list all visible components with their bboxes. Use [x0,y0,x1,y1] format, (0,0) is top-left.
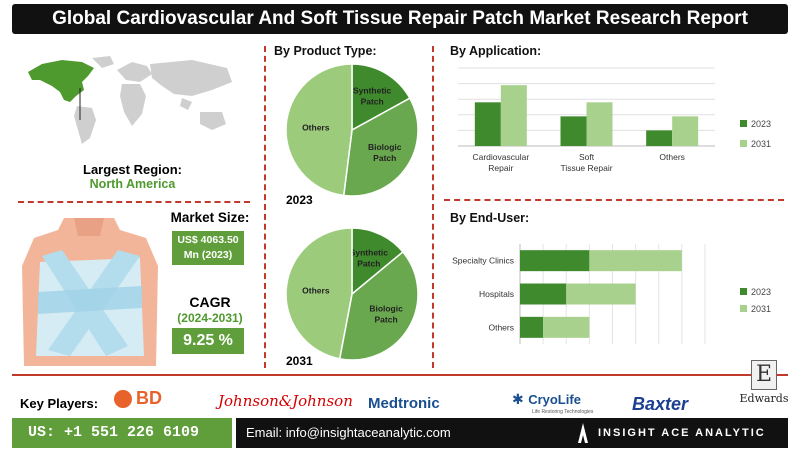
bar-2023-0 [520,250,590,272]
email-box: Email: info@insightaceanalytic.com INSIG… [236,418,788,448]
north-america-shape [28,60,94,102]
product-type-heading: By Product Type: [274,44,377,58]
pie-label-text: Biologic [368,142,402,152]
edwards-logo: E Edwards [738,360,790,405]
edwards-logo-text: Edwards [739,392,789,405]
largest-region-label: Largest Region: [83,162,182,177]
y-tick-label: Others [488,322,514,332]
x-tick-label: Others [659,152,685,162]
largest-region-value: North America [89,177,176,191]
x-tick-label: Cardiovascular [472,152,529,162]
legend-swatch-2023 [740,288,747,295]
johnson-logo: Johnson&Johnson [218,392,353,410]
pie-slice-biologic-patch [342,97,419,197]
bar-2023-2 [646,130,673,146]
pie-label-text: Patch [361,96,384,106]
pie-2031-year: 2031 [286,354,313,368]
legend-label-2031: 2031 [751,139,771,149]
pie-label-text: Patch [373,153,396,163]
legend-swatch-2023 [740,120,747,127]
market-size-label: Market Size: [170,210,250,225]
legend-swatch-2031 [740,305,747,312]
brand-logo-icon [578,423,588,443]
application-heading: By Application: [450,44,542,58]
pie-2023-year: 2023 [286,193,313,207]
pie-label-2: Others [302,286,330,296]
cagr-period: (2024-2031) [177,311,243,325]
pie-label-text: Biologic [369,304,403,314]
pie-slice-others [285,227,353,360]
cagr-value-box: 9.25 % [172,328,244,354]
market-size-value-line1: US$ 4063.50 [177,234,239,246]
legend-label-2023: 2023 [751,287,771,297]
end-user-heading: By End-User: [450,211,530,225]
legend-swatch-2031 [740,140,747,147]
y-tick-label: Hospitals [479,289,514,299]
brand-name: INSIGHT ACE ANALYTIC [598,427,766,439]
bd-logo-text: BD [136,388,162,408]
pie-label-text: Others [302,286,330,296]
cryolife-logo-text: CryoLife [528,392,581,407]
x-tick-label: Soft [579,152,595,162]
bar-2031-0 [589,250,682,272]
bar-2023-1 [520,283,567,305]
bandaged-torso-illustration [22,218,158,366]
market-size-value-line2: Mn (2023) [183,249,233,261]
bar-2023-2 [520,316,544,338]
bar-2031-1 [566,283,636,305]
phone-box: US: +1 551 226 6109 [12,418,232,448]
divider-footer [12,374,788,376]
bd-logo: BD [114,388,162,409]
edwards-emblem-icon: E [751,360,777,390]
bar-2031-1 [586,102,613,146]
medtronic-logo: Medtronic [368,395,440,412]
x-tick-label: Tissue Repair [560,163,612,173]
report-title: Global Cardiovascular And Soft Tissue Re… [12,4,788,34]
cryolife-snowflake-icon: ✱ [512,391,524,407]
world-map [28,56,232,144]
pie-label-2: Others [302,123,330,133]
pie-label-text: Patch [357,259,380,269]
pie-slice-synthetic-patch [351,227,404,296]
pie-label-text: Synthetic [350,248,389,258]
pie-label-text: Synthetic [353,85,392,95]
bd-star-icon [114,389,132,408]
divider-right-horizontal [444,199,784,201]
legend-label-2031: 2031 [751,304,771,314]
divider-right [432,46,434,368]
end-user-bar-chart: Specialty Clinics Hospitals Others 2023 2031 [452,244,771,344]
pie-slice-others [285,63,353,197]
cagr-label: CAGR [189,294,231,310]
market-size-box: US$ 4063.50 Mn (2023) [172,231,244,265]
pie-label-text: Patch [375,315,398,325]
bar-2031-2 [672,116,699,146]
cryolife-tagline: Life Restoring Technologies [532,409,594,415]
divider-left [264,46,266,368]
legend-label-2023: 2023 [751,119,771,129]
bar-2031-0 [500,85,527,146]
pie-slice-synthetic-patch [351,63,411,132]
y-tick-label: Specialty Clinics [452,256,514,266]
email-text: Email: info@insightaceanalytic.com [246,425,451,440]
bar-2023-1 [560,116,587,146]
bar-2023-0 [474,102,501,146]
x-tick-label: Repair [488,163,513,173]
bar-2031-2 [543,316,590,338]
key-players-label: Key Players: [20,396,99,411]
pie-label-text: Others [302,123,330,133]
divider-left-horizontal [18,201,250,203]
pie-slice-biologic-patch [338,250,419,361]
cryolife-logo: ✱ CryoLife Life Restoring Technologies [512,391,593,415]
baxter-logo: Baxter [632,394,689,414]
